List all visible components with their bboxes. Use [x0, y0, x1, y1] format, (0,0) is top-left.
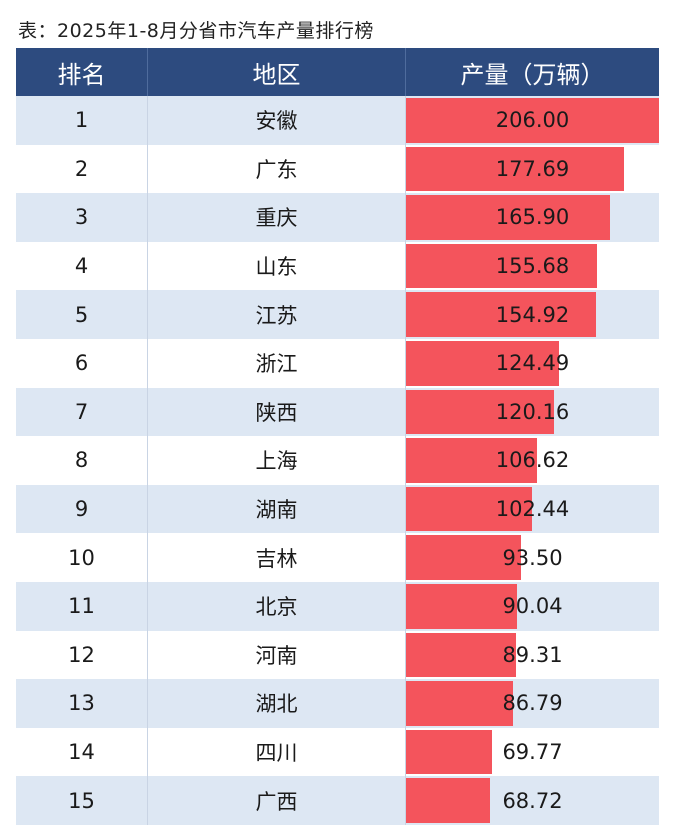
- region-cell: 山东: [147, 241, 406, 291]
- output-bar: [406, 98, 659, 143]
- output-cell: 154.92: [406, 290, 659, 339]
- output-bar: [406, 729, 492, 775]
- output-cell: 89.31: [406, 631, 659, 680]
- output-value: 165.90: [495, 205, 570, 230]
- region-cell: 四川: [147, 727, 406, 777]
- output-value: 120.16: [495, 399, 570, 424]
- region-cell: 湖北: [147, 679, 406, 728]
- rank-cell: 7: [74, 399, 89, 424]
- header-rank: 排名: [57, 60, 106, 89]
- output-cell: 90.04: [406, 582, 659, 631]
- rank-cell: 4: [74, 254, 89, 279]
- output-value: 93.50: [502, 545, 563, 570]
- region-cell: 河南: [147, 630, 406, 680]
- output-bar: [406, 632, 516, 678]
- region-cell: 北京: [147, 581, 406, 631]
- output-value: 69.77: [502, 740, 563, 765]
- table-row: 9 湖南 102.44: [16, 484, 659, 534]
- output-value: 106.62: [495, 448, 570, 473]
- output-value: 68.72: [502, 788, 563, 813]
- output-bar: [406, 292, 597, 337]
- rank-cell: 10: [68, 545, 95, 570]
- table-row: 15 广西 68.72: [16, 776, 659, 825]
- table-body: 1 安徽 206.00 2 广东 177.69 3 重庆 165.90 4 山东 155.68 5 江苏 1…: [16, 96, 659, 825]
- output-value: 90.04: [502, 594, 563, 619]
- output-bar: [406, 195, 610, 240]
- output-bar: [406, 146, 625, 192]
- output-cell: 206.00: [406, 96, 659, 145]
- rank-cell: 1: [74, 108, 89, 133]
- rank-cell: 15: [68, 788, 95, 813]
- rank-cell: 6: [74, 351, 89, 376]
- region-cell: 广东: [147, 144, 406, 194]
- rank-cell: 12: [68, 642, 95, 667]
- rank-cell: 13: [68, 691, 95, 716]
- rank-cell: 8: [74, 448, 89, 473]
- output-value: 154.92: [495, 302, 570, 327]
- region-cell: 上海: [147, 436, 406, 485]
- table-row: 3 重庆 165.90: [16, 193, 659, 242]
- table-row: 5 江苏 154.92: [16, 290, 659, 339]
- table-row: 8 上海 106.62: [16, 436, 659, 485]
- region-cell: 江苏: [147, 290, 406, 339]
- output-bar: [406, 535, 521, 580]
- output-cell: 165.90: [406, 193, 659, 242]
- rank-cell: 5: [74, 302, 89, 327]
- rank-cell: 9: [74, 497, 89, 522]
- table-row: 14 四川 69.77: [16, 727, 659, 777]
- region-cell: 安徽: [147, 96, 406, 145]
- rank-cell: 14: [68, 740, 95, 765]
- table-row: 7 陕西 120.16: [16, 387, 659, 437]
- rank-cell: 2: [74, 156, 89, 181]
- output-bar: [406, 681, 513, 726]
- output-value: 89.31: [502, 642, 563, 667]
- region-cell: 广西: [147, 776, 406, 825]
- output-bar: [406, 243, 598, 289]
- output-bar: [406, 438, 537, 483]
- output-cell: 69.77: [406, 728, 659, 777]
- output-cell: 124.49: [406, 339, 659, 388]
- table-row: 13 湖北 86.79: [16, 679, 659, 728]
- output-value: 124.49: [495, 351, 570, 376]
- output-cell: 120.16: [406, 388, 659, 437]
- table-row: 6 浙江 124.49: [16, 338, 659, 388]
- output-cell: 155.68: [406, 242, 659, 291]
- table-row: 10 吉林 93.50: [16, 533, 659, 582]
- region-cell: 湖南: [147, 484, 406, 534]
- table-caption: 表：2025年1-8月分省市汽车产量排行榜: [18, 20, 374, 42]
- output-cell: 106.62: [406, 436, 659, 485]
- output-bar: [406, 340, 559, 386]
- output-bar: [406, 583, 517, 629]
- table-header: 排名 地区 产量（万辆）: [16, 48, 659, 96]
- region-cell: 浙江: [147, 338, 406, 388]
- region-cell: 重庆: [147, 193, 406, 242]
- region-cell: 吉林: [147, 533, 406, 582]
- output-cell: 86.79: [406, 679, 659, 728]
- output-cell: 68.72: [406, 776, 659, 825]
- output-value: 177.69: [495, 156, 570, 181]
- table-row: 1 安徽 206.00: [16, 96, 659, 145]
- table-row: 4 山东 155.68: [16, 241, 659, 291]
- production-ranking-table: 排名 地区 产量（万辆） 1 安徽 206.00 2 广东 177.69 3 重庆 165.90…: [16, 48, 659, 825]
- output-bar: [406, 486, 532, 532]
- header-region: 地区: [147, 48, 406, 96]
- output-value: 206.00: [495, 108, 570, 133]
- output-value: 102.44: [495, 497, 570, 522]
- table-row: 11 北京 90.04: [16, 581, 659, 631]
- table-row: 12 河南 89.31: [16, 630, 659, 680]
- region-cell: 陕西: [147, 387, 406, 437]
- output-cell: 177.69: [406, 145, 659, 194]
- output-cell: 93.50: [406, 533, 659, 582]
- rank-cell: 11: [68, 594, 95, 619]
- table-row: 2 广东 177.69: [16, 144, 659, 194]
- output-bar: [406, 778, 491, 823]
- output-value: 155.68: [495, 254, 570, 279]
- header-output: 产量（万辆）: [460, 60, 605, 89]
- rank-cell: 3: [74, 205, 89, 230]
- output-bar: [406, 389, 554, 435]
- output-cell: 102.44: [406, 485, 659, 534]
- output-value: 86.79: [502, 691, 563, 716]
